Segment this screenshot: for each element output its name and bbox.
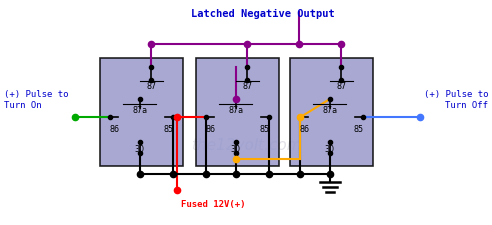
Text: (+) Pulse to
Turn On: (+) Pulse to Turn On	[4, 90, 68, 110]
Text: 87: 87	[147, 82, 156, 91]
Text: 87: 87	[337, 82, 346, 91]
Text: 87a: 87a	[228, 106, 244, 115]
Text: 30: 30	[135, 146, 145, 155]
Text: Fused 12V(+): Fused 12V(+)	[181, 200, 246, 209]
Text: 86: 86	[299, 125, 309, 134]
FancyBboxPatch shape	[290, 58, 373, 166]
Text: 30: 30	[231, 146, 241, 155]
Text: (+) Pulse to
Turn Off: (+) Pulse to Turn Off	[424, 90, 488, 110]
FancyBboxPatch shape	[196, 58, 279, 166]
Text: 30: 30	[325, 146, 335, 155]
Text: 87a: 87a	[132, 106, 148, 115]
Text: the12volt.com: the12volt.com	[191, 137, 301, 153]
Text: 86: 86	[205, 125, 215, 134]
FancyBboxPatch shape	[100, 58, 183, 166]
Text: 87a: 87a	[322, 106, 338, 115]
Text: 86: 86	[109, 125, 119, 134]
Text: 85: 85	[164, 125, 174, 134]
Text: 87: 87	[243, 82, 252, 91]
Text: Latched Negative Output: Latched Negative Output	[191, 9, 335, 19]
Text: 85: 85	[354, 125, 364, 134]
Text: 85: 85	[260, 125, 270, 134]
